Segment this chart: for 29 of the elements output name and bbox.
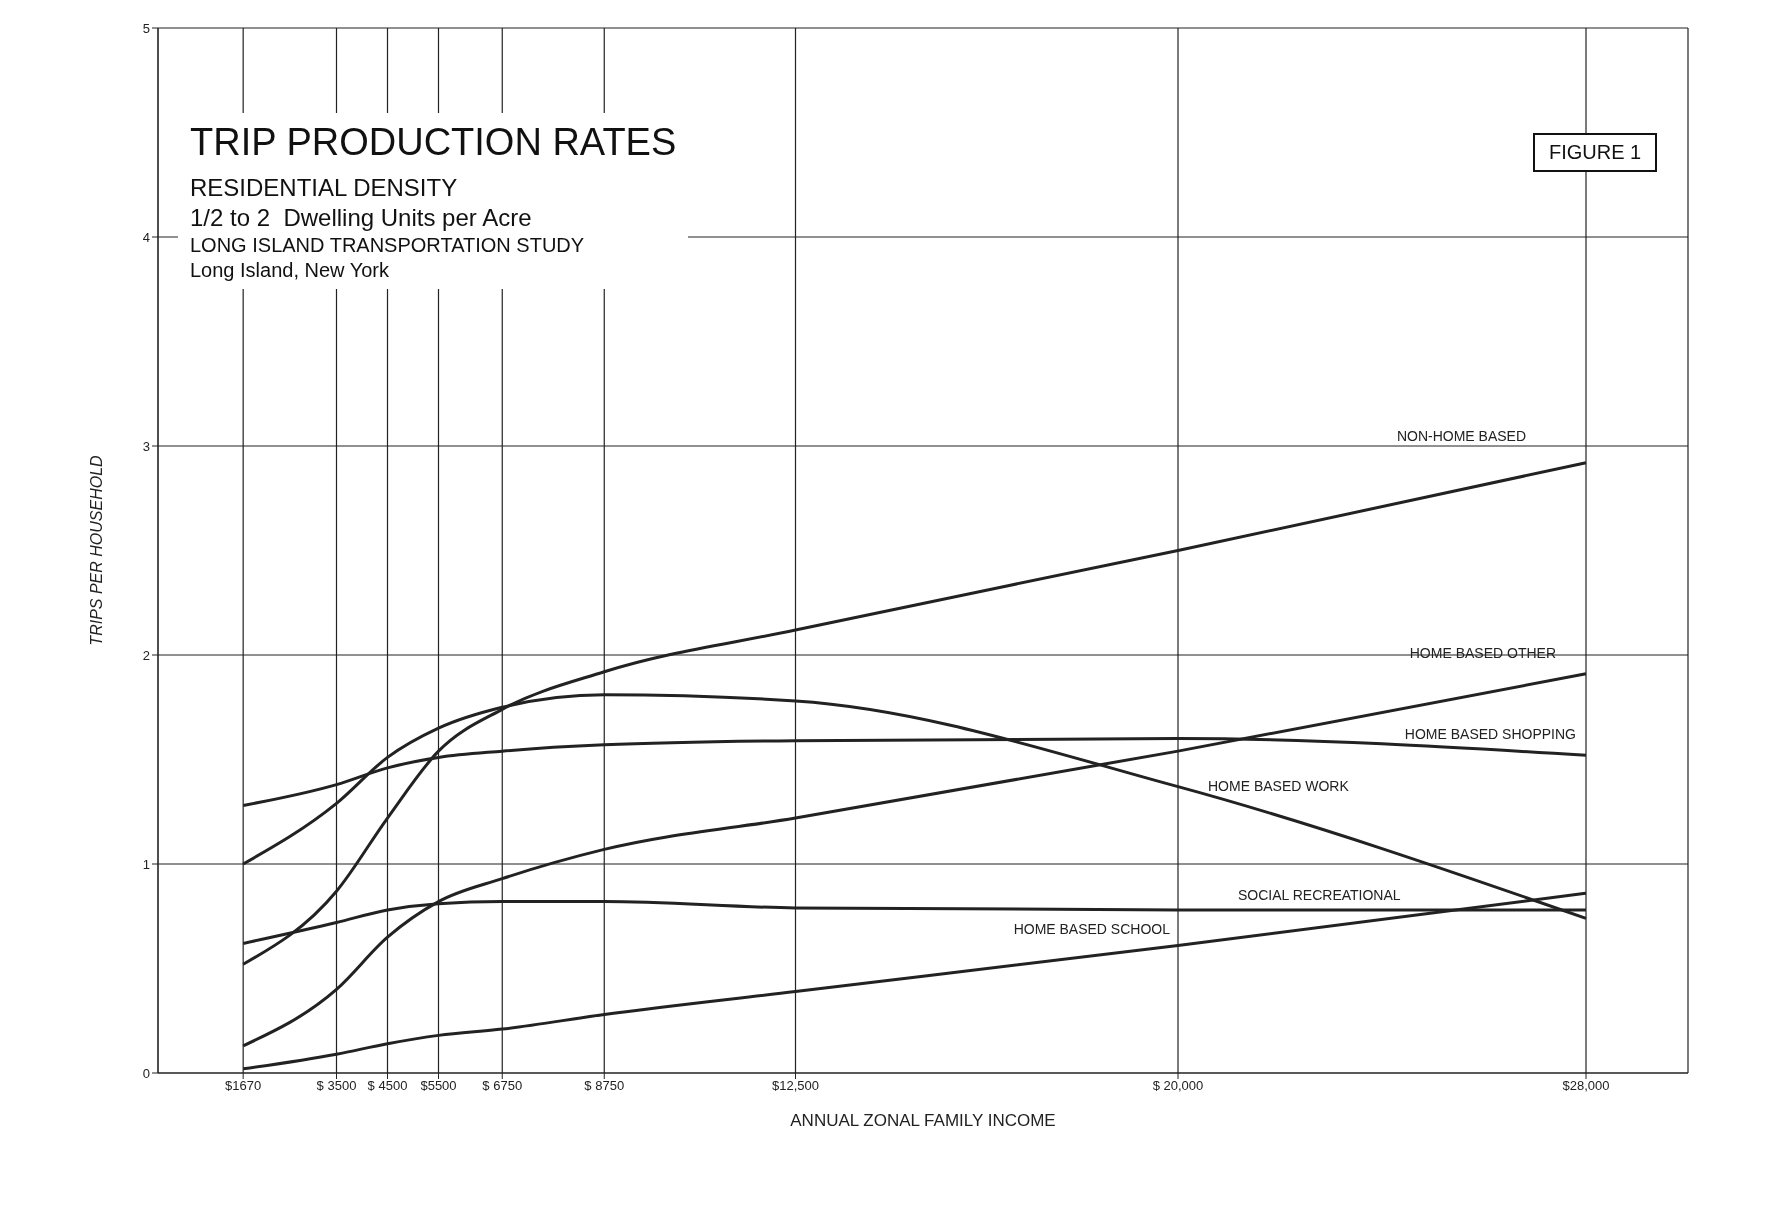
x-tick-label: $ 3500 <box>316 1078 357 1094</box>
y-tick-label: 3 <box>142 438 150 454</box>
annotation: 1/2 to 2 Dwelling Units per Acre <box>190 202 533 233</box>
x-axis-title: ANNUAL ZONAL FAMILY INCOME <box>790 1111 1056 1130</box>
series-label: HOME BASED SCHOOL <box>1013 920 1171 937</box>
y-tick-label: 5 <box>142 20 150 36</box>
x-tick-label: $ 6750 <box>482 1078 523 1094</box>
x-tick-label: $ 8750 <box>584 1078 625 1094</box>
text: RESIDENTIAL DENSITY <box>190 172 459 203</box>
text: TRIP PRODUCTION RATES <box>190 120 677 165</box>
x-tick-label: $5500 <box>420 1078 457 1094</box>
y-axis-title: TRIPS PER HOUSEHOLD <box>87 454 105 646</box>
annotation: Long Island, New York <box>190 257 391 283</box>
series-label: HOME BASED OTHER <box>1409 644 1556 661</box>
series-label: SOCIAL RECREATIONAL <box>1238 886 1401 903</box>
series-label: HOME BASED WORK <box>1208 777 1350 794</box>
annotation: LONG ISLAND TRANSPORTATION STUDY <box>190 232 586 258</box>
x-tick-label: $ 4500 <box>367 1078 408 1094</box>
y-tick-label: 0 <box>142 1065 150 1081</box>
y-tick-label: 4 <box>142 229 150 245</box>
y-tick-label: 1 <box>142 856 150 872</box>
text: NON-HOME BASED <box>1396 427 1526 444</box>
annotation: FIGURE 1 <box>1533 133 1658 172</box>
series-label: HOME BASED SHOPPING <box>1404 726 1576 743</box>
x-tick-label: $1670 <box>225 1078 262 1094</box>
y-tick-label: 2 <box>142 647 150 663</box>
x-tick-label: $28,000 <box>1562 1078 1610 1094</box>
x-tick-label: $ 20,000 <box>1152 1078 1204 1094</box>
x-tick-label: $12,500 <box>772 1078 819 1094</box>
